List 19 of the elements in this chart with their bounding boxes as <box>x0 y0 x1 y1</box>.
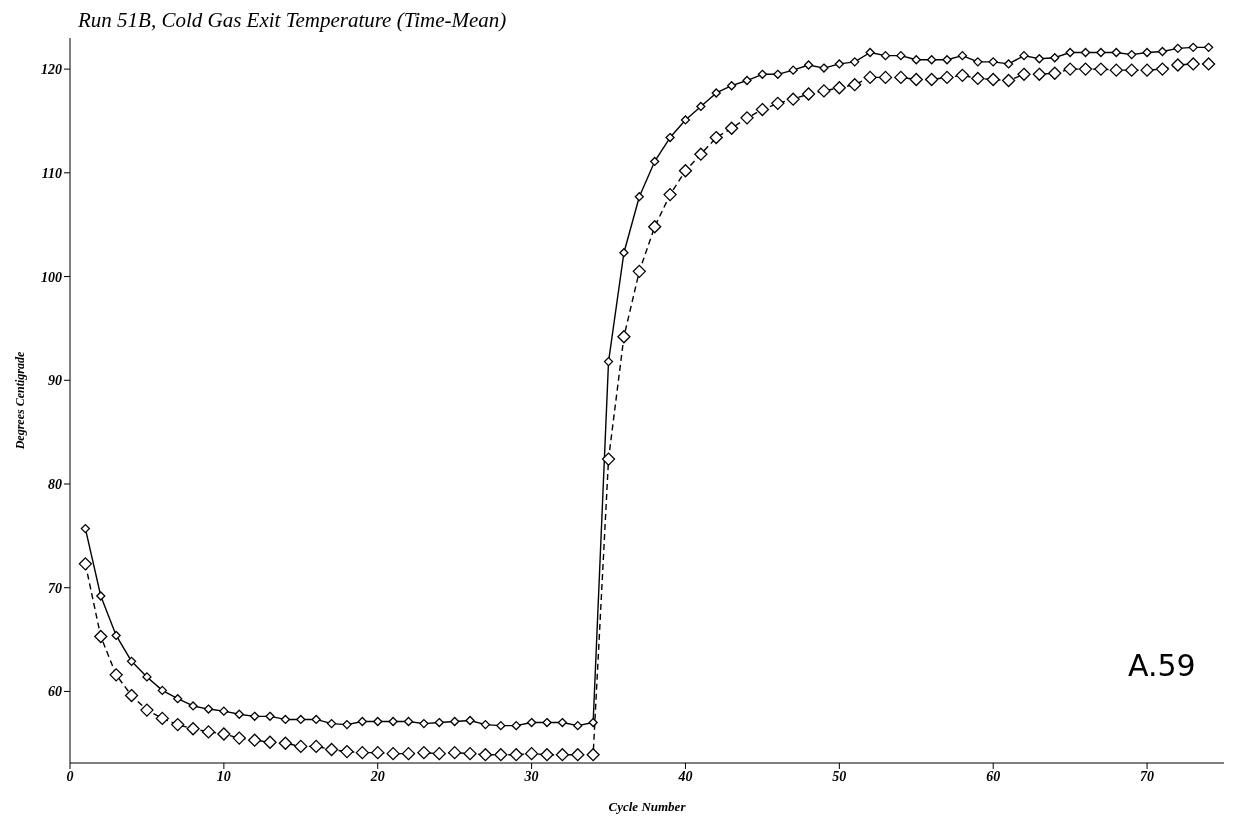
x-tick-label: 30 <box>523 768 539 784</box>
y-tick-label: 100 <box>41 269 62 285</box>
y-tick-label: 120 <box>41 62 62 78</box>
y-tick-label: 60 <box>48 684 62 700</box>
annotation: A.59 <box>1128 648 1196 683</box>
y-tick-label: 80 <box>48 476 62 492</box>
x-tick-label: 20 <box>369 768 385 784</box>
x-tick-label: 0 <box>66 768 74 784</box>
y-tick-label: 70 <box>48 580 62 596</box>
chart-title: Run 51B, Cold Gas Exit Temperature (Time-Mean) <box>78 8 507 33</box>
x-tick-label: 70 <box>1140 768 1155 784</box>
y-tick-label: 90 <box>48 373 62 389</box>
x-axis-title: Cycle Number <box>608 799 687 814</box>
y-axis-title: Degrees Centigrade <box>13 351 28 451</box>
x-tick-label: 50 <box>832 768 847 784</box>
x-tick-label: 40 <box>677 768 693 784</box>
y-tick-label: 110 <box>41 165 62 181</box>
x-tick-label: 60 <box>986 768 1001 784</box>
x-tick-label: 10 <box>216 768 231 784</box>
